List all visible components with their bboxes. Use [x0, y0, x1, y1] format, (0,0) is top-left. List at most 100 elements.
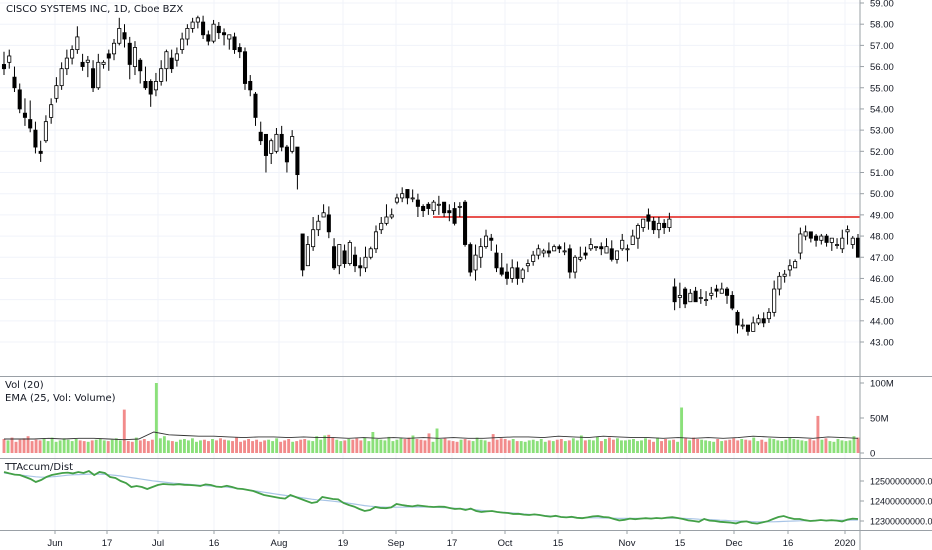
volume-bar: [243, 440, 247, 453]
volume-bar: [648, 439, 651, 453]
candle-body: [557, 246, 562, 250]
volume-bar: [98, 439, 102, 453]
candle-body: [253, 93, 258, 118]
volume-bar: [355, 438, 359, 453]
volume-bar: [820, 439, 824, 453]
volume-bar: [247, 439, 251, 453]
candle-body: [457, 205, 462, 208]
volume-bar: [106, 441, 110, 453]
volume-bar: [126, 441, 130, 453]
volume-bar: [42, 439, 46, 453]
time-tick-label: 15: [675, 538, 686, 549]
candle-body: [64, 57, 69, 70]
candle-body: [850, 237, 855, 245]
volume-bar: [708, 441, 712, 453]
candle-body: [473, 254, 478, 271]
volume-bar: [688, 440, 692, 453]
volume-bar: [78, 440, 82, 453]
candle-body: [447, 210, 452, 214]
volume-bar: [507, 440, 511, 453]
volume-bar: [186, 440, 190, 453]
volume-bar: [836, 439, 840, 453]
candle-body: [174, 53, 179, 61]
candle-body: [216, 25, 221, 34]
volume-bar: [792, 439, 796, 453]
time-tick-label: Jul: [152, 538, 164, 549]
candle-body: [630, 235, 635, 245]
candle-body: [85, 59, 90, 63]
candle-body: [730, 294, 735, 309]
candle-body: [143, 80, 148, 89]
volume-bar: [46, 441, 50, 453]
candle-body: [54, 85, 59, 99]
candle-body: [442, 201, 447, 214]
candle-body: [332, 246, 337, 269]
volume-bar: [62, 438, 66, 453]
volume-bar: [347, 439, 351, 453]
volume-bar: [620, 440, 623, 453]
candle-body: [117, 28, 122, 44]
volume-bar: [259, 441, 263, 453]
candle-body: [735, 311, 740, 326]
volume-bar: [203, 439, 206, 453]
volume-bar: [70, 441, 74, 453]
candle-body: [546, 250, 551, 254]
volume-bar: [427, 433, 431, 453]
candle-body: [478, 246, 483, 258]
volume-bar: [58, 440, 62, 453]
volume-bar: [295, 441, 299, 453]
volume-bar: [535, 441, 539, 453]
volume-tick-label: 100M: [870, 379, 894, 390]
candle-body: [75, 36, 80, 51]
candle-body: [153, 80, 158, 91]
candle-body: [672, 286, 677, 303]
time-tick-label: 16: [783, 538, 794, 549]
volume-bar: [82, 441, 86, 453]
volume-bar: [227, 440, 230, 453]
volume-bar: [335, 439, 339, 453]
candle-body: [604, 246, 609, 254]
volume-bar: [487, 441, 491, 453]
volume-bar: [567, 440, 571, 453]
candle-body: [541, 250, 546, 254]
volume-bar: [632, 439, 635, 453]
volume-bar: [451, 441, 455, 453]
volume-bar: [660, 441, 663, 453]
candle-body: [269, 140, 274, 154]
volume-bar: [114, 438, 118, 453]
candle-body: [248, 80, 253, 91]
volume-bar: [102, 440, 106, 453]
candle-body: [787, 265, 792, 271]
price-tick-label: 58.00: [870, 20, 894, 31]
volume-bar: [387, 436, 391, 453]
accum-tick-label: 12300000000.00: [870, 517, 932, 527]
volume-bar: [800, 440, 804, 453]
time-tick-label: Dec: [726, 538, 743, 549]
candle-body: [326, 214, 331, 233]
volume-bar: [319, 439, 323, 453]
accum-tick-label: 12500000000.00: [870, 477, 932, 487]
volume-bar: [591, 440, 595, 453]
volume-bar: [455, 441, 459, 453]
time-tick-label: 19: [338, 538, 349, 549]
candle-body: [578, 256, 583, 260]
volume-bar: [559, 439, 563, 453]
volume-bar: [415, 439, 419, 453]
time-tick-label: Oct: [498, 538, 513, 549]
candle-body: [745, 324, 750, 332]
volume-bar: [856, 437, 860, 453]
candle-body: [798, 233, 803, 254]
price-tick-label: 49.00: [870, 210, 894, 221]
volume-bar: [499, 438, 503, 453]
candle-body: [463, 201, 468, 245]
accum-ma-line: [3, 472, 858, 523]
candle-body: [724, 288, 730, 296]
volume-bar: [383, 440, 387, 453]
volume-bar: [142, 439, 146, 453]
volume-bar: [555, 439, 559, 453]
candle-body: [536, 248, 541, 256]
candle-body: [468, 244, 473, 273]
volume-bar: [812, 440, 816, 453]
volume-bar: [728, 439, 732, 453]
volume-bar: [54, 441, 58, 453]
